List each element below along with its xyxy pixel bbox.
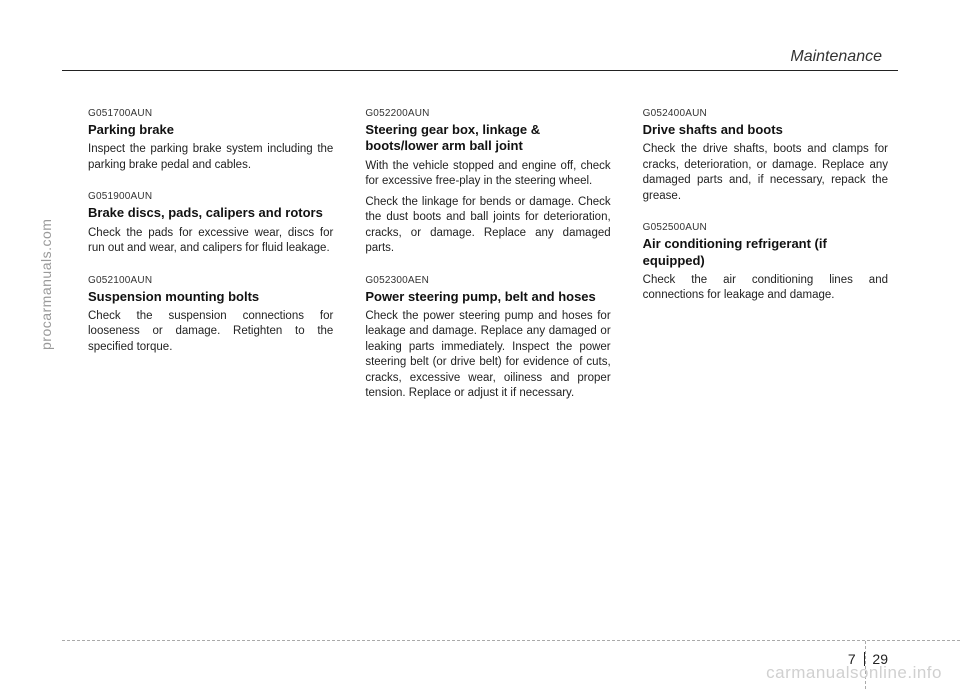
section-drive-shafts: G052400AUN Drive shafts and boots Check … <box>643 108 888 204</box>
section-code: G052200AUN <box>365 108 610 119</box>
section-heading: Parking brake <box>88 122 333 138</box>
section-code: G052400AUN <box>643 108 888 119</box>
section-ac-refrigerant: G052500AUN Air conditioning refrigerant … <box>643 222 888 304</box>
column-3: G052400AUN Drive shafts and boots Check … <box>643 108 888 420</box>
page: Maintenance procarmanuals.com G051700AUN… <box>0 0 960 689</box>
section-heading: Air conditioning refrigerant (if equippe… <box>643 236 888 269</box>
bottom-watermark: carmanualsonline.info <box>766 663 942 683</box>
column-2: G052200AUN Steering gear box, linkage & … <box>365 108 610 420</box>
chapter-title: Maintenance <box>790 48 882 66</box>
section-body: Check the suspension connections for loo… <box>88 309 333 356</box>
content-columns: G051700AUN Parking brake Inspect the par… <box>88 108 888 420</box>
section-code: G051900AUN <box>88 191 333 202</box>
side-watermark: procarmanuals.com <box>38 219 54 350</box>
section-body: Check the air conditioning lines and con… <box>643 273 888 304</box>
section-heading: Suspension mounting bolts <box>88 289 333 305</box>
rule-top <box>62 70 898 71</box>
section-heading: Drive shafts and boots <box>643 122 888 138</box>
section-power-steering: G052300AEN Power steering pump, belt and… <box>365 275 610 402</box>
column-1: G051700AUN Parking brake Inspect the par… <box>88 108 333 420</box>
section-body: Check the power steering pump and hoses … <box>365 309 610 402</box>
section-body: With the vehicle stopped and engine off,… <box>365 159 610 190</box>
section-heading: Brake discs, pads, calipers and rotors <box>88 205 333 221</box>
section-body: Inspect the parking brake system includi… <box>88 142 333 173</box>
section-steering-gear: G052200AUN Steering gear box, linkage & … <box>365 108 610 257</box>
footer-dash-horizontal <box>62 640 960 641</box>
section-heading: Steering gear box, linkage & boots/lower… <box>365 122 610 155</box>
section-code: G052500AUN <box>643 222 888 233</box>
section-heading: Power steering pump, belt and hoses <box>365 289 610 305</box>
section-suspension-bolts: G052100AUN Suspension mounting bolts Che… <box>88 275 333 356</box>
section-code: G052100AUN <box>88 275 333 286</box>
section-code: G051700AUN <box>88 108 333 119</box>
section-brake-discs: G051900AUN Brake discs, pads, calipers a… <box>88 191 333 256</box>
section-body: Check the pads for excessive wear, discs… <box>88 226 333 257</box>
section-parking-brake: G051700AUN Parking brake Inspect the par… <box>88 108 333 173</box>
section-body: Check the linkage for bends or damage. C… <box>365 195 610 257</box>
section-code: G052300AEN <box>365 275 610 286</box>
section-body: Check the drive shafts, boots and clamps… <box>643 142 888 204</box>
